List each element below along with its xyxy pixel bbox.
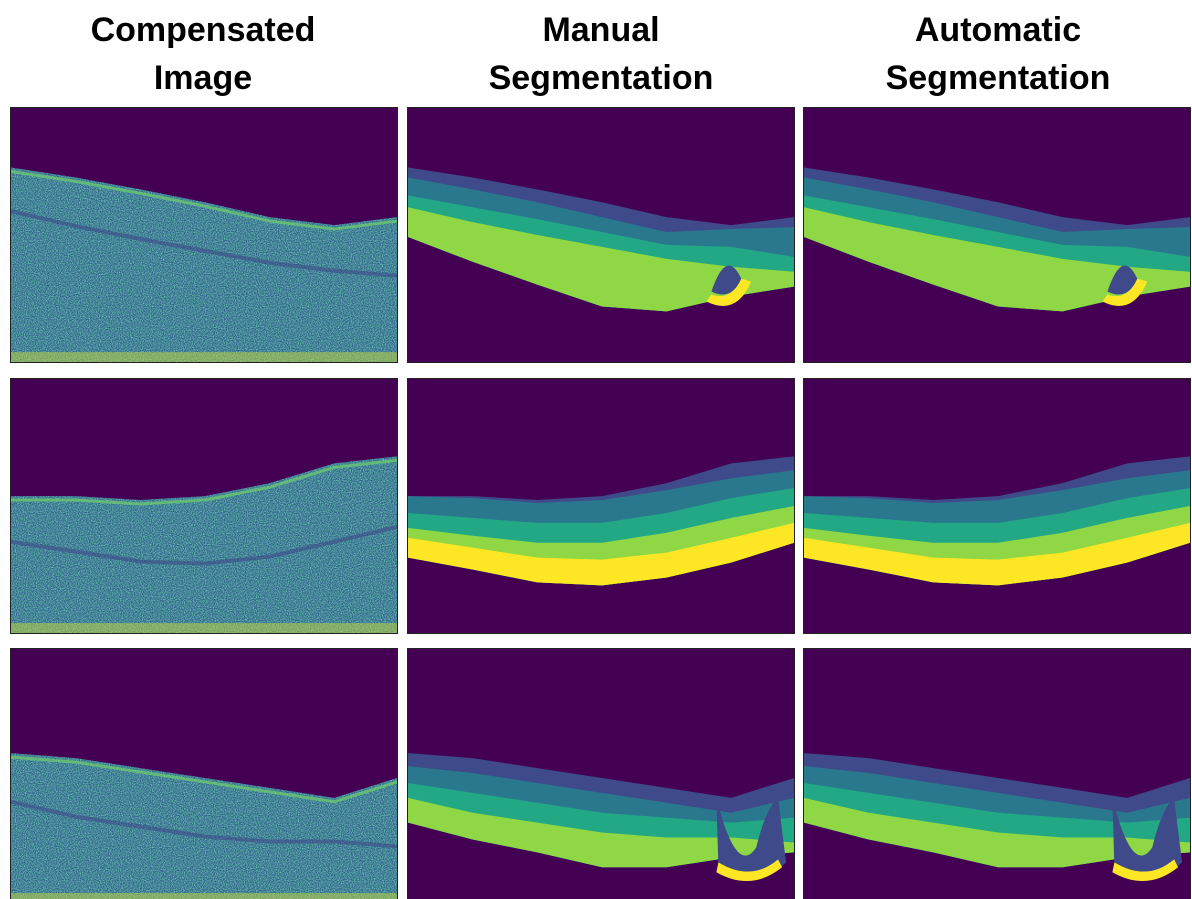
- column-header: Automatic Segmentation: [848, 6, 1148, 102]
- shape: [11, 623, 397, 633]
- column-header: Manual Segmentation: [451, 6, 751, 102]
- segmentation-map: [407, 648, 795, 899]
- segmentation-map: [803, 107, 1191, 363]
- segmentation-map: [803, 378, 1191, 634]
- figure: Compensated Image Manual Segmentation Au…: [0, 0, 1192, 899]
- column-header: Compensated Image: [53, 6, 353, 102]
- segmentation-map: [407, 107, 795, 363]
- oct-image: [10, 648, 398, 899]
- oct-image: [10, 378, 398, 634]
- shape: [11, 893, 397, 899]
- segmentation-map: [407, 378, 795, 634]
- oct-image: [10, 107, 398, 363]
- segmentation-map: [803, 648, 1191, 899]
- shape: [11, 352, 397, 362]
